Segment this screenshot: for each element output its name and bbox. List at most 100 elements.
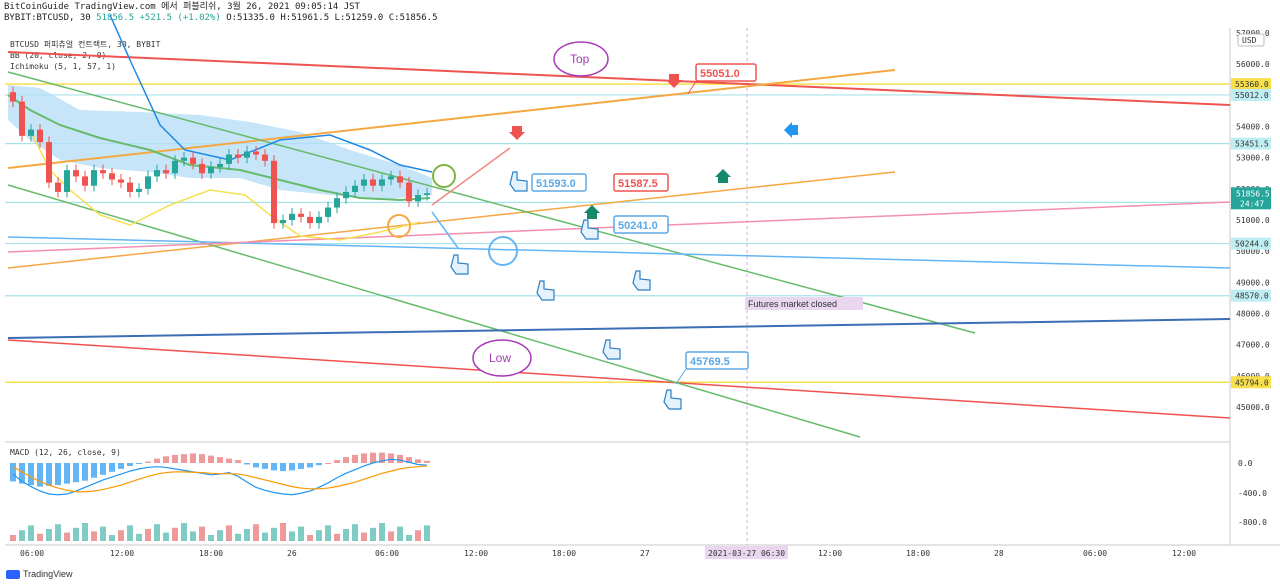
- candle: [235, 154, 241, 158]
- candle: [280, 220, 286, 224]
- time-tick-label: 28: [994, 549, 1004, 558]
- callout-45769: 45769.5: [690, 356, 730, 368]
- hand-pointer-icon: [663, 389, 682, 410]
- callout-51587-box: [613, 173, 669, 192]
- macd-hist-bar: [46, 463, 52, 486]
- macd-tick-label: -800.0: [1238, 518, 1267, 527]
- level-label: 50244.0: [1235, 240, 1269, 249]
- time-tick-label: 12:00: [1172, 549, 1196, 558]
- symbol[interactable]: BYBIT:BTCUSD, 30: [4, 13, 91, 23]
- low-bubble: [472, 339, 532, 377]
- level-label-bg: [1231, 376, 1271, 389]
- candle: [163, 170, 169, 174]
- volume-bar: [172, 527, 178, 541]
- legend-title[interactable]: BTCUSD 퍼피츄얼 컨트랙트, 30, BYBIT: [10, 40, 161, 49]
- hand-pointer-icon: [450, 254, 469, 275]
- volume-bar: [154, 524, 160, 541]
- candle: [154, 170, 160, 177]
- candle: [136, 188, 142, 192]
- macd-hist-bar: [55, 463, 61, 486]
- callout-pointer: [675, 368, 687, 385]
- candle: [64, 170, 70, 192]
- volume-bar: [28, 525, 34, 541]
- candle: [28, 129, 34, 136]
- candle: [352, 185, 358, 192]
- last-price-box: [1231, 187, 1271, 210]
- arrow-up-icon: [584, 205, 600, 219]
- macd-hist-bar: [181, 454, 187, 463]
- macd-hist-bar: [127, 463, 133, 466]
- trendline-navy: [7, 318, 1231, 339]
- legend-ichimoku[interactable]: Ichimoku (5, 1, 57, 1): [10, 62, 116, 71]
- volume-bar: [289, 531, 295, 541]
- volume-bar: [271, 527, 277, 541]
- macd-hist-bar: [352, 454, 358, 463]
- volume-bar: [325, 525, 331, 541]
- footer-brand[interactable]: TradingView: [23, 569, 73, 579]
- callout-50241: 50241.0: [618, 220, 658, 232]
- volume-bar: [406, 535, 412, 541]
- volume-bar: [379, 523, 385, 541]
- macd-hist-bar: [37, 463, 43, 487]
- candle: [244, 151, 250, 158]
- ichimoku-conversion-line: [109, 14, 433, 173]
- macd-hist-bar: [64, 463, 70, 484]
- candle: [181, 157, 187, 161]
- macd-hist-bar: [370, 452, 376, 463]
- macd-title: MACD (12, 26, close, 9): [10, 448, 121, 457]
- level-label-bg: [1231, 78, 1271, 91]
- hand-pointer-icon: [536, 280, 555, 301]
- tradingview-logo-icon[interactable]: [6, 570, 20, 580]
- macd-hist-bar: [199, 454, 205, 463]
- level-label: 45794.0: [1235, 378, 1269, 387]
- volume-bar: [199, 526, 205, 541]
- chart-header: BitCoinGuide TradingView.com 에서 퍼블리쉬, 3월…: [4, 2, 438, 24]
- callout-55051: 55051.0: [700, 68, 740, 80]
- callout-51593: 51593.0: [536, 178, 576, 190]
- countdown-label: 24:47: [1240, 199, 1264, 208]
- macd-hist-bar: [154, 458, 160, 463]
- volume-bar: [388, 531, 394, 541]
- volume-bar: [262, 532, 268, 541]
- time-tick-label: 18:00: [552, 549, 576, 558]
- volume-bar: [244, 529, 250, 541]
- macd-hist-bar: [226, 458, 232, 463]
- level-label-bg: [1231, 137, 1271, 150]
- price-change: +521.5 (+1.02%): [139, 13, 221, 23]
- candle: [46, 142, 52, 183]
- volume-bar: [316, 530, 322, 541]
- level-label: 48570.0: [1235, 292, 1269, 301]
- legend-bb[interactable]: BB (20, close, 2, 0): [10, 51, 107, 60]
- candle: [388, 176, 394, 180]
- volume-bar: [64, 532, 70, 541]
- open-price: 51856.5: [96, 13, 135, 23]
- price-tick-label: 54000.0: [1236, 123, 1270, 132]
- time-tick-label: 12:00: [464, 549, 488, 558]
- macd-hist-bar: [28, 463, 34, 486]
- macd-hist-bar: [208, 455, 214, 463]
- macd-hist-bar: [271, 463, 277, 471]
- volume-bar: [73, 527, 79, 541]
- macd-hist-bar: [253, 463, 259, 468]
- macd-hist-bar: [307, 463, 313, 468]
- time-tick-label: 06:00: [375, 549, 399, 558]
- volume-bar: [334, 533, 340, 541]
- candle: [73, 170, 79, 177]
- price-chart[interactable]: 57000.056000.055000.054000.053000.052000…: [0, 0, 1280, 565]
- time-tick-label: 18:00: [906, 549, 930, 558]
- macd-hist-bar: [280, 463, 286, 472]
- low-label: Low: [489, 351, 511, 365]
- level-label-bg: [1231, 88, 1271, 101]
- arrow-down-icon: [666, 74, 682, 88]
- candle: [271, 160, 277, 224]
- candle: [118, 179, 124, 183]
- macd-tick-label: 0.0: [1238, 459, 1253, 468]
- callout-51587: 51587.5: [618, 178, 658, 190]
- arrow-left-icon: [784, 122, 798, 138]
- candle: [307, 216, 313, 224]
- candle: [217, 163, 223, 168]
- callout-50241-box: [613, 215, 669, 234]
- top-label: Top: [570, 52, 590, 66]
- volume-bar: [361, 532, 367, 541]
- candle: [262, 154, 268, 161]
